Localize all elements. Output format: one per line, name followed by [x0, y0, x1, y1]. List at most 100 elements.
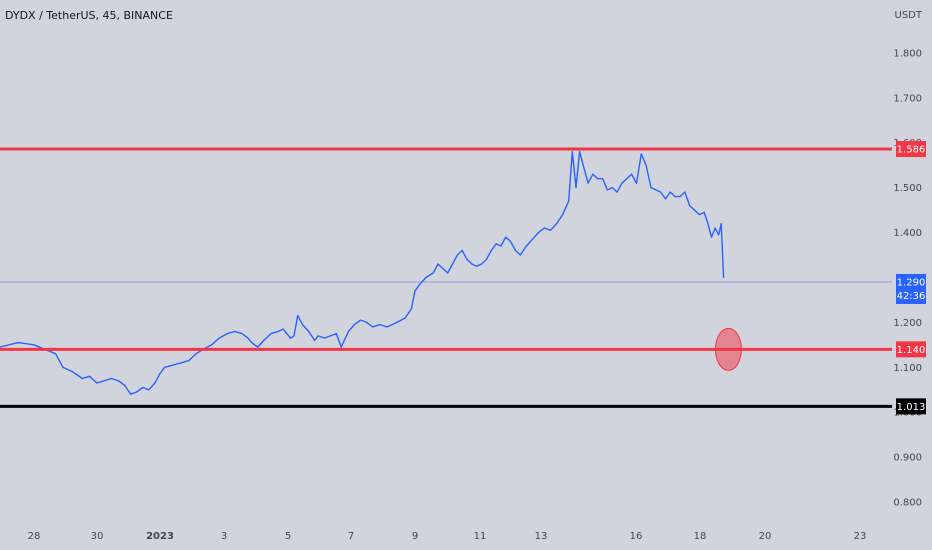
price-point	[88, 375, 91, 377]
x-tick-label: 11	[474, 531, 487, 542]
price-point	[510, 240, 512, 243]
level-price-tag	[896, 398, 926, 415]
price-point	[660, 191, 662, 193]
level-price-label: 1.013	[897, 402, 926, 413]
x-tick-label: 20	[759, 531, 772, 542]
price-point	[142, 386, 144, 389]
price-point	[597, 178, 599, 180]
price-point	[579, 151, 581, 153]
price-point	[282, 328, 284, 330]
price-point	[500, 245, 502, 247]
price-point	[308, 330, 310, 332]
price-point	[679, 196, 681, 198]
price-point	[631, 173, 633, 175]
x-tick-label: 16	[630, 531, 643, 542]
price-point	[55, 353, 57, 355]
price-point	[335, 333, 337, 335]
price-point	[340, 346, 342, 348]
price-point	[525, 245, 528, 247]
price-point	[710, 236, 713, 238]
price-point	[640, 153, 642, 155]
price-point	[437, 263, 439, 265]
price-point	[442, 267, 444, 270]
price-point	[289, 337, 291, 339]
price-point	[404, 317, 406, 319]
price-point	[347, 330, 350, 332]
price-point	[329, 335, 331, 337]
price-point	[543, 227, 546, 229]
price-point	[447, 272, 449, 274]
price-point	[118, 380, 120, 382]
price-point	[481, 263, 483, 265]
price-point	[172, 364, 174, 366]
price-point	[360, 319, 362, 321]
y-tick-label: 0.800	[893, 498, 922, 509]
price-point	[124, 384, 126, 386]
price-point	[226, 333, 229, 335]
price-point	[568, 200, 570, 202]
x-tick-label: 9	[412, 531, 418, 542]
price-point	[720, 223, 722, 225]
y-tick-label: 1.400	[893, 228, 922, 239]
price-point	[425, 276, 427, 279]
price-point	[81, 377, 83, 380]
price-point	[684, 191, 686, 193]
price-point	[218, 337, 220, 339]
price-point	[301, 324, 304, 326]
price-point	[136, 391, 138, 393]
price-point	[180, 362, 183, 364]
price-point	[33, 344, 35, 346]
price-point	[476, 265, 478, 267]
price-point	[698, 214, 701, 216]
price-point	[353, 324, 356, 326]
price-point	[531, 238, 534, 240]
price-point	[241, 333, 243, 335]
x-tick-label: 3	[221, 531, 227, 542]
price-point	[314, 339, 316, 341]
current-price-label: 1.290	[897, 277, 926, 288]
price-point	[616, 191, 618, 193]
price-point	[257, 346, 259, 348]
price-point	[188, 360, 190, 362]
price-point	[0, 346, 1, 348]
x-tick-label: 13	[535, 531, 548, 542]
price-point	[414, 290, 416, 292]
level-price-tag	[896, 141, 926, 158]
price-point	[110, 377, 112, 380]
price-point	[723, 276, 725, 279]
x-tick-label: 23	[854, 531, 867, 542]
price-point	[485, 258, 487, 261]
price-point	[263, 339, 265, 341]
price-point	[549, 229, 552, 231]
price-point	[556, 223, 558, 225]
price-point	[323, 337, 325, 339]
price-point	[650, 187, 652, 189]
price-point	[655, 189, 657, 191]
level-price-tag	[896, 341, 926, 358]
price-point	[505, 236, 507, 238]
current-price-tag	[896, 273, 926, 304]
level-price-label: 1.586	[897, 145, 926, 156]
price-point	[419, 283, 421, 285]
price-point	[372, 326, 374, 328]
x-tick-label: 18	[694, 531, 707, 542]
price-point	[247, 337, 249, 339]
price-point	[159, 373, 161, 375]
price-point	[195, 353, 197, 355]
chart-title: DYDX / TetherUS, 45, BINANCE	[5, 9, 173, 22]
price-point	[297, 315, 299, 317]
price-point	[234, 330, 236, 332]
x-tick-label: 7	[348, 531, 354, 542]
y-tick-label: 1.200	[893, 318, 922, 329]
price-point	[164, 366, 166, 368]
price-point	[154, 382, 156, 384]
price-point	[270, 333, 272, 335]
price-point	[293, 335, 295, 337]
price-point	[386, 326, 388, 328]
price-point	[718, 234, 720, 236]
x-tick-label: 2023	[146, 531, 174, 542]
price-point	[130, 393, 132, 395]
price-point	[674, 196, 676, 198]
price-point	[693, 209, 696, 211]
